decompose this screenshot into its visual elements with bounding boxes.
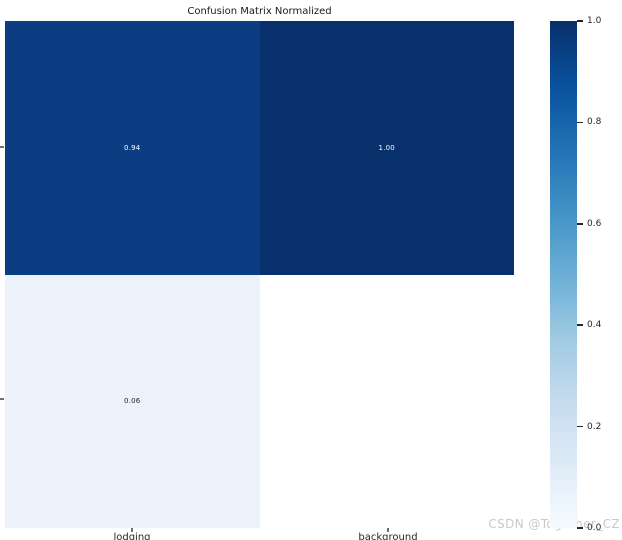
y-axis-tick-0 [0,146,4,148]
colorbar-tick-label: 0.2 [587,421,602,432]
y-axis-tick-1 [0,398,4,400]
chart-title: Confusion Matrix Normalized [187,6,332,17]
colorbar-tick-line [577,223,583,225]
colorbar-tick-label: 1.0 [587,16,602,26]
x-axis-tick-0 [131,528,133,532]
x-axis-label-lodging: lodging [113,532,151,540]
heatmap-cell-1-0: 0.06 [5,274,260,528]
cell-value-0-1: 1.00 [378,143,395,152]
heatmap-cell-0-1: 1.00 [259,21,514,275]
colorbar-tick-label: 0.4 [587,320,602,331]
colorbar-tick-line [577,425,583,428]
colorbar-tick-label: 0.6 [587,218,602,229]
colorbar-tick-line [577,527,583,529]
cell-value-1-0: 0.06 [124,397,141,406]
x-axis-label-background: background [358,532,418,540]
colorbar-tick-line [577,324,583,326]
colorbar-tick-line [577,121,583,124]
colorbar-gradient [550,21,577,528]
colorbar-tick-line [577,20,583,22]
heatmap-cell-0-0: 0.94 [5,21,260,275]
colorbar-tick-label: 0.0 [587,523,602,533]
heatmap-cell-1-1 [259,274,514,528]
heatmap: 0.94 1.00 0.06 [5,21,514,528]
colorbar: 1.0 0.8 0.6 0.4 0.2 0.0 [550,16,622,533]
cell-value-0-0: 0.94 [124,143,141,152]
colorbar-tick-label: 0.8 [587,117,602,128]
x-axis-tick-1 [387,528,389,532]
